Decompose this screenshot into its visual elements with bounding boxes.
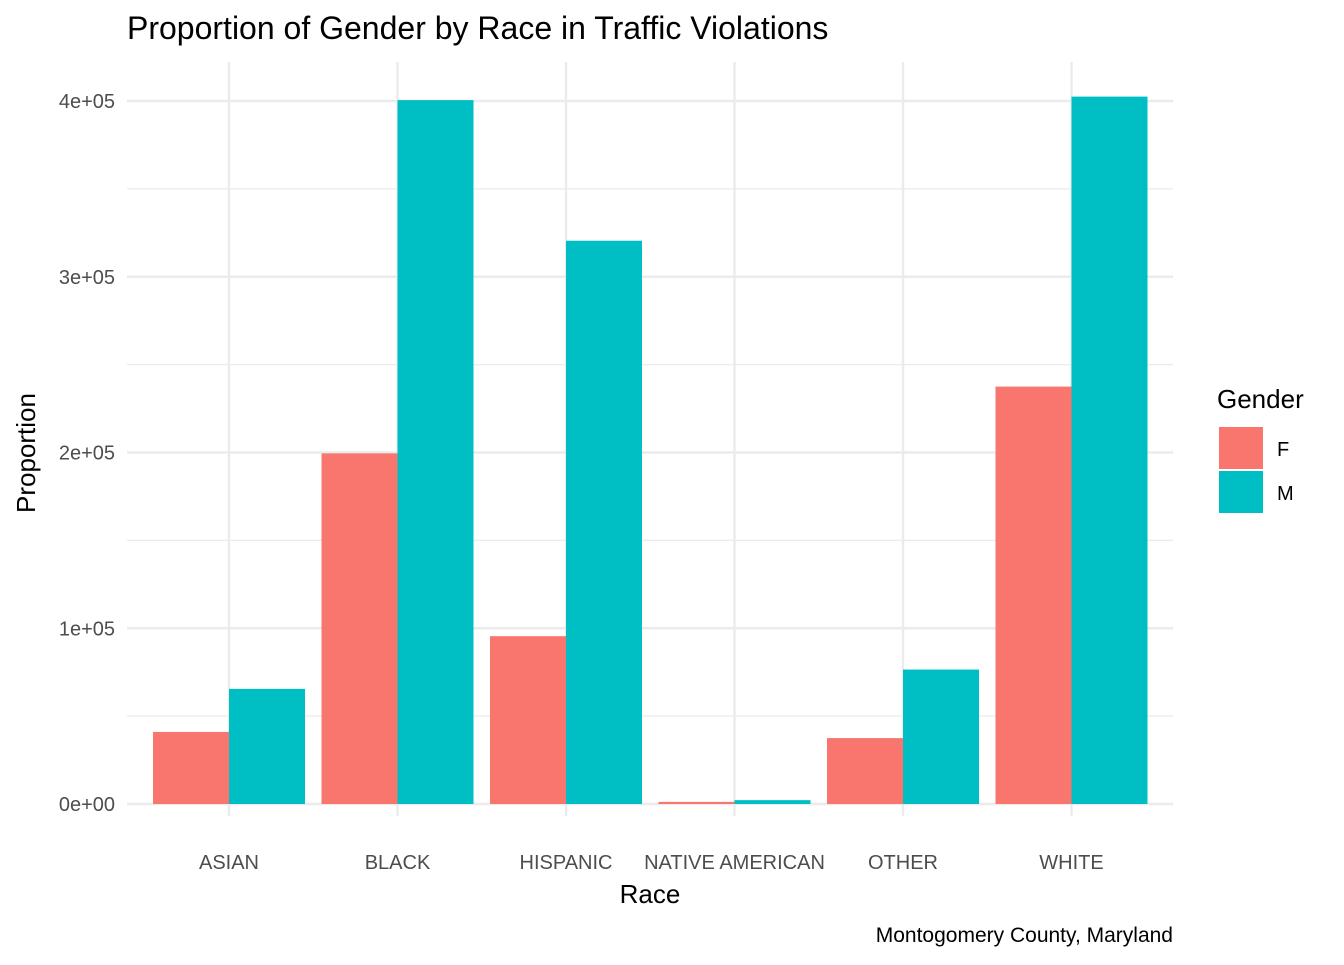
x-tick-label: WHITE: [1039, 852, 1103, 874]
x-tick-label: ASIAN: [199, 852, 259, 874]
bar-f-other: [827, 738, 903, 804]
x-tick-label: OTHER: [868, 852, 938, 874]
y-tick-label: 0e+00: [59, 794, 115, 816]
y-tick-label: 2e+05: [59, 443, 115, 465]
y-tick-label: 4e+05: [59, 91, 115, 113]
chart-title: Proportion of Gender by Race in Traffic …: [127, 10, 828, 46]
bar-m-white: [1071, 96, 1148, 804]
y-axis-title: Proportion: [11, 393, 41, 513]
legend-title: Gender: [1217, 384, 1304, 414]
legend-label: F: [1277, 439, 1289, 461]
legend-key-m: [1219, 471, 1263, 513]
legend: Gender FM: [1217, 384, 1304, 513]
y-tick-label: 1e+05: [59, 618, 115, 640]
bar-m-native-american: [734, 800, 811, 804]
bar-m-black: [397, 100, 474, 805]
bar-m-other: [903, 669, 979, 804]
x-tick-label: HISPANIC: [520, 852, 613, 874]
x-axis: ASIAN BLACK HISPANIC NATIVE AMERICAN OTHER WH…: [199, 852, 1104, 874]
y-tick-label: 3e+05: [59, 267, 115, 289]
bar-f-hispanic: [490, 636, 566, 804]
bar-f-native-american: [658, 801, 735, 804]
bar-f-white: [995, 386, 1072, 804]
bar-f-black: [321, 453, 398, 804]
x-tick-label: BLACK: [365, 852, 431, 874]
chart-caption: Montogomery County, Maryland: [876, 924, 1173, 947]
x-tick-label: NATIVE AMERICAN: [644, 852, 825, 874]
bar-m-hispanic: [566, 240, 642, 804]
bar-m-asian: [229, 688, 305, 804]
bars: [153, 96, 1148, 805]
x-axis-title: Race: [620, 879, 681, 909]
y-axis: 0e+00 1e+05 2e+05 3e+05 4e+05: [59, 91, 115, 816]
legend-key-f: [1219, 427, 1263, 469]
legend-label: M: [1277, 483, 1294, 505]
bar-f-asian: [153, 731, 229, 804]
